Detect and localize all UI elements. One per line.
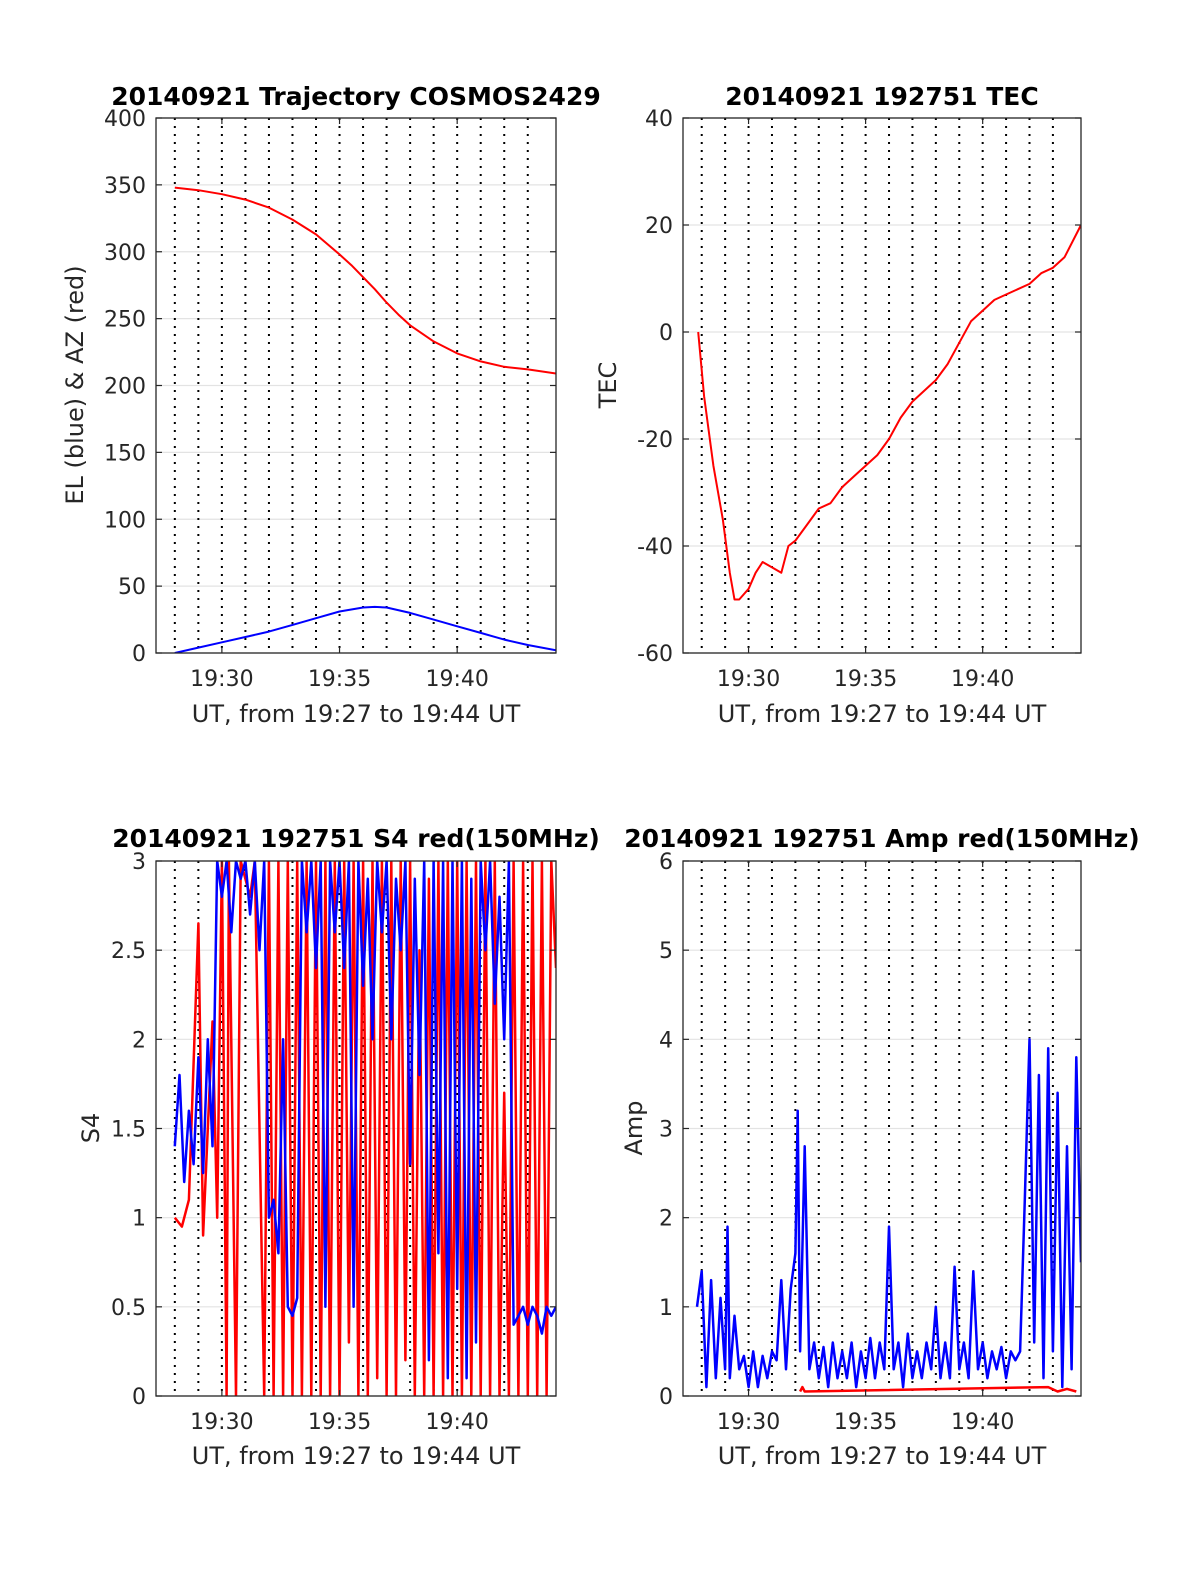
trajectory-ytick-label: 0 [132,642,146,667]
s4-series-blue [173,861,556,1380]
s4-xtick-label: 19:35 [308,1410,371,1435]
amp-series-red [798,1385,1077,1393]
tec-series-red [697,224,1081,601]
tec-xlabel: UT, from 19:27 to 19:44 UT [718,700,1047,728]
tec-xtick-label: 19:40 [951,667,1014,692]
amp-ytick-label: 6 [659,850,673,875]
tec-ytick-label: -60 [637,642,673,667]
trajectory-title: 20140921 Trajectory COSMOS2429 [111,82,601,111]
trajectory-series-red [174,186,556,375]
trajectory-xtick-label: 19:35 [308,667,371,692]
trajectory-data [174,186,556,653]
s4-ytick-label: 2 [132,1028,146,1053]
trajectory-xlabel: UT, from 19:27 to 19:44 UT [192,700,521,728]
s4-ytick-label: 1 [132,1207,146,1232]
s4-data [173,861,556,1396]
trajectory-series-blue [174,605,556,653]
tec-panel: -60 -40 -20 0 20 40 19:30 19:35 19:40 20140921 19… [594,82,1082,728]
trajectory-xtick-label: 19:40 [425,667,488,692]
s4-ytick-label: 1.5 [111,1118,146,1143]
trajectory-panel: 0 50 100 150 200 250 300 350 400 19:30 19:35 19:40 2… [61,82,601,728]
tec-axes-box [682,117,1082,654]
s4-xlabel: UT, from 19:27 to 19:44 UT [192,1442,521,1470]
amp-xtick-label: 19:30 [717,1410,780,1435]
amp-ylabel: Amp [620,1100,648,1155]
tec-ytick-label: 20 [645,214,673,239]
amp-series-blue [695,1038,1081,1389]
amp-xlabel: UT, from 19:27 to 19:44 UT [718,1442,1047,1470]
trajectory-ytick-label: 300 [104,241,146,266]
tec-data [697,224,1081,601]
s4-ytick-label: 3 [132,850,146,875]
s4-xtick-label: 19:30 [190,1410,253,1435]
amp-ytick-label: 0 [659,1385,673,1410]
tec-ytick-label: -20 [637,428,673,453]
trajectory-ytick-label: 50 [118,575,146,600]
s4-panel: 0 0.5 1 1.5 2 2.5 3 19:30 19:35 19:40 20140921 192… [77,824,600,1470]
tec-ytick-label: 40 [645,107,673,132]
amp-ytick-label: 2 [659,1207,673,1232]
trajectory-ytick-label: 350 [104,174,146,199]
trajectory-ytick-label: 150 [104,441,146,466]
amp-title: 20140921 192751 Amp red(150MHz) [624,824,1140,853]
trajectory-ytick-label: 200 [104,375,146,400]
s4-title: 20140921 192751 S4 red(150MHz) [112,824,600,853]
amp-xtick-label: 19:35 [834,1410,897,1435]
trajectory-ytick-label: 250 [104,308,146,333]
s4-ylabel: S4 [77,1113,105,1144]
s4-ytick-label: 2.5 [111,939,146,964]
amp-data [695,1038,1081,1393]
trajectory-ytick-label: 100 [104,508,146,533]
trajectory-xtick-label: 19:30 [190,667,253,692]
tec-ytick-label: -40 [637,535,673,560]
amp-ytick-label: 4 [659,1028,673,1053]
s4-ytick-label: 0 [132,1385,146,1410]
tec-ytick-label: 0 [659,321,673,346]
amp-xtick-label: 19:40 [951,1410,1014,1435]
tec-ylabel: TEC [594,362,622,410]
amp-panel: 0 1 2 3 4 5 6 19:30 19:35 19:40 20140921 192751 Am… [620,824,1140,1470]
trajectory-ylabel: EL (blue) & AZ (red) [61,265,89,504]
amp-ytick-label: 1 [659,1296,673,1321]
tec-title: 20140921 192751 TEC [725,82,1038,111]
s4-xtick-label: 19:40 [425,1410,488,1435]
s4-ytick-label: 0.5 [111,1296,146,1321]
amp-ytick-label: 5 [659,939,673,964]
tec-xtick-label: 19:35 [834,667,897,692]
tec-xtick-label: 19:30 [717,667,780,692]
amp-ytick-label: 3 [659,1118,673,1143]
trajectory-ytick-label: 400 [104,107,146,132]
